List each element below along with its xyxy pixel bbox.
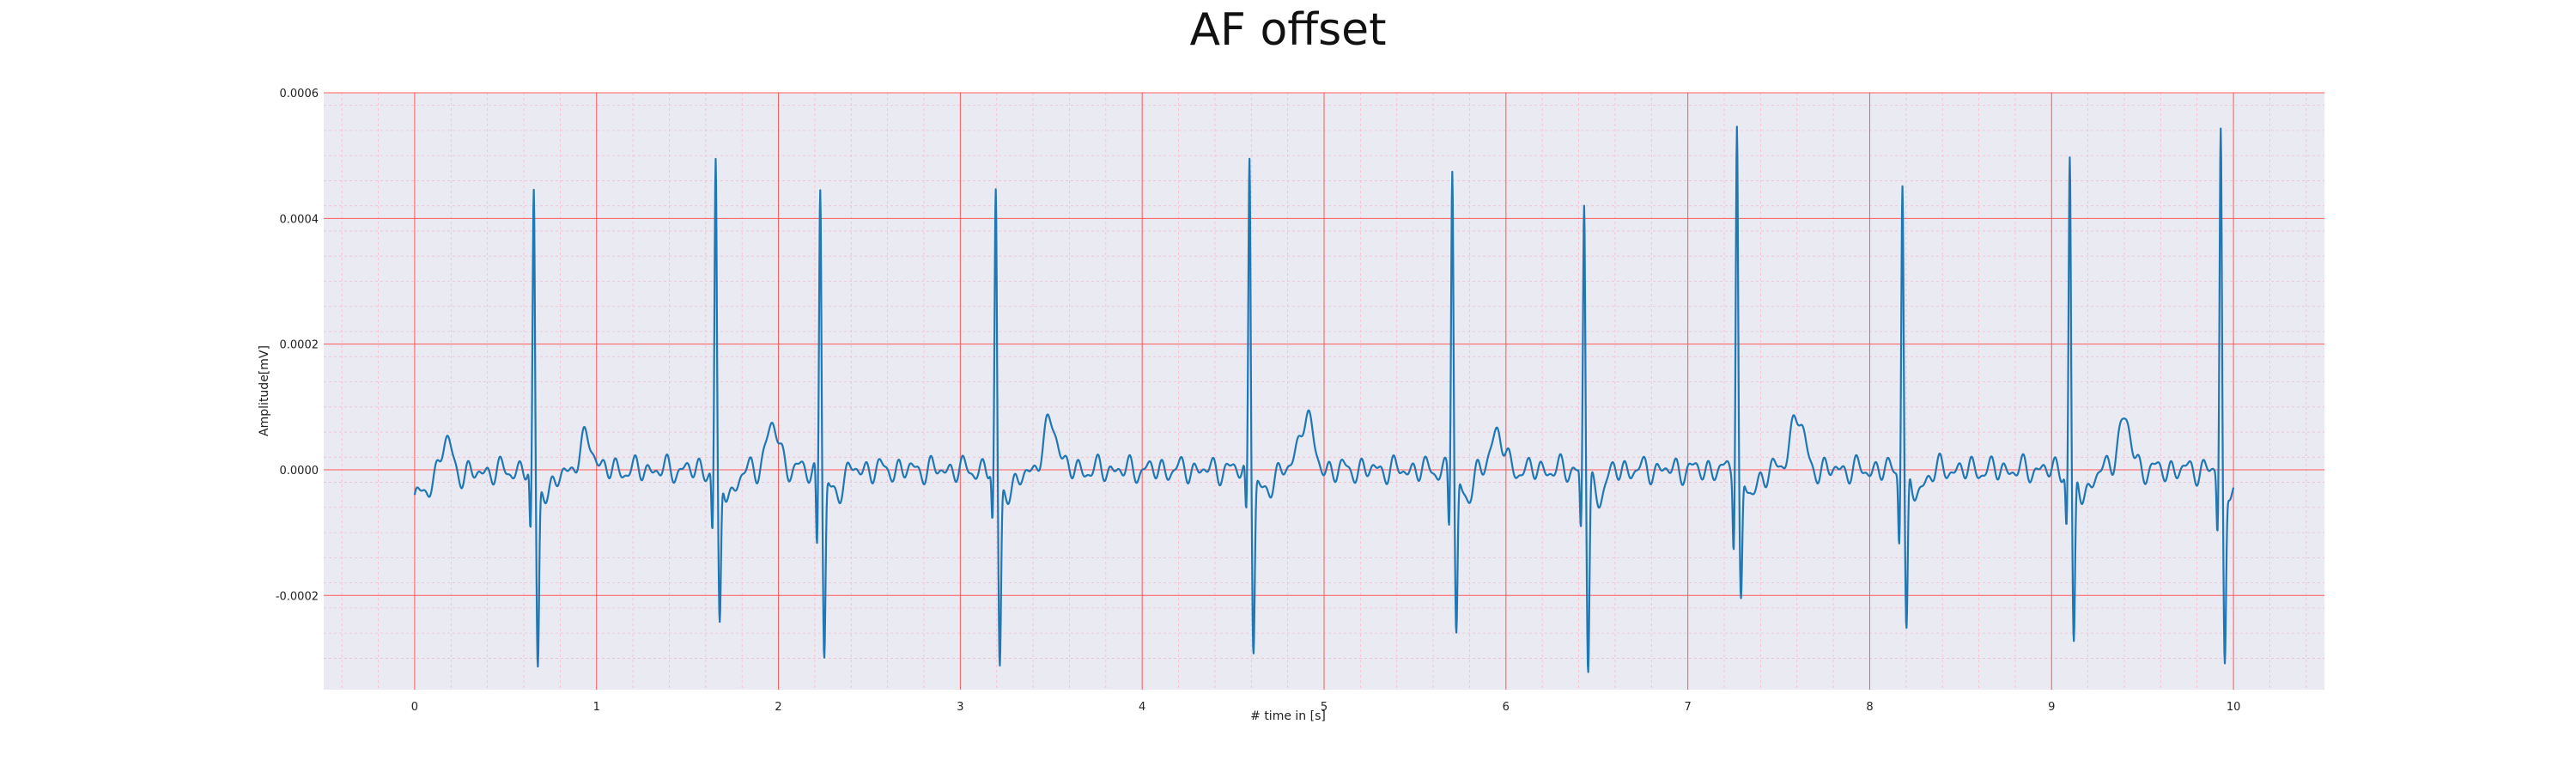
y-tick-label: 0.0000: [280, 465, 319, 478]
chart-title: AF offset: [1189, 4, 1386, 56]
y-tick-label: 0.0002: [280, 339, 319, 352]
x-tick-label: 8: [1866, 701, 1873, 714]
plot-area: 0 1 2 3 4 5 6 7 8 9 10 -0.0002 0.0000 0.0002 0.0004 0.0…: [276, 88, 2324, 714]
x-tick-label: 3: [957, 701, 963, 714]
x-tick-label: 2: [775, 701, 781, 714]
x-tick-label: 7: [1684, 701, 1691, 714]
x-tick-label: 0: [411, 701, 418, 714]
y-tick-label: 0.0006: [280, 88, 319, 100]
x-tick-label: 1: [593, 701, 600, 714]
x-tick-label: 6: [1503, 701, 1510, 714]
x-axis-label: # time in [s]: [1250, 709, 1326, 723]
y-tick-label: 0.0004: [280, 213, 319, 226]
y-tick-label: -0.0002: [276, 590, 319, 603]
x-tick-label: 9: [2048, 701, 2055, 714]
ecg-series-line: [413, 125, 2235, 673]
x-tick-label: 4: [1139, 701, 1145, 714]
x-tick-label: 5: [1321, 701, 1327, 714]
x-tick-label: 10: [2227, 701, 2241, 714]
y-axis-label: Amplitude[mV]: [258, 345, 271, 436]
